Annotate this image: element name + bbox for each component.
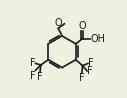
Text: O: O (78, 21, 86, 31)
Text: F: F (37, 72, 43, 82)
Text: F: F (29, 71, 35, 81)
Text: F: F (29, 58, 35, 68)
Text: OH: OH (91, 34, 106, 44)
Text: F: F (88, 66, 93, 76)
Text: F: F (79, 73, 84, 83)
Text: O: O (55, 18, 62, 28)
Text: F: F (88, 58, 94, 68)
